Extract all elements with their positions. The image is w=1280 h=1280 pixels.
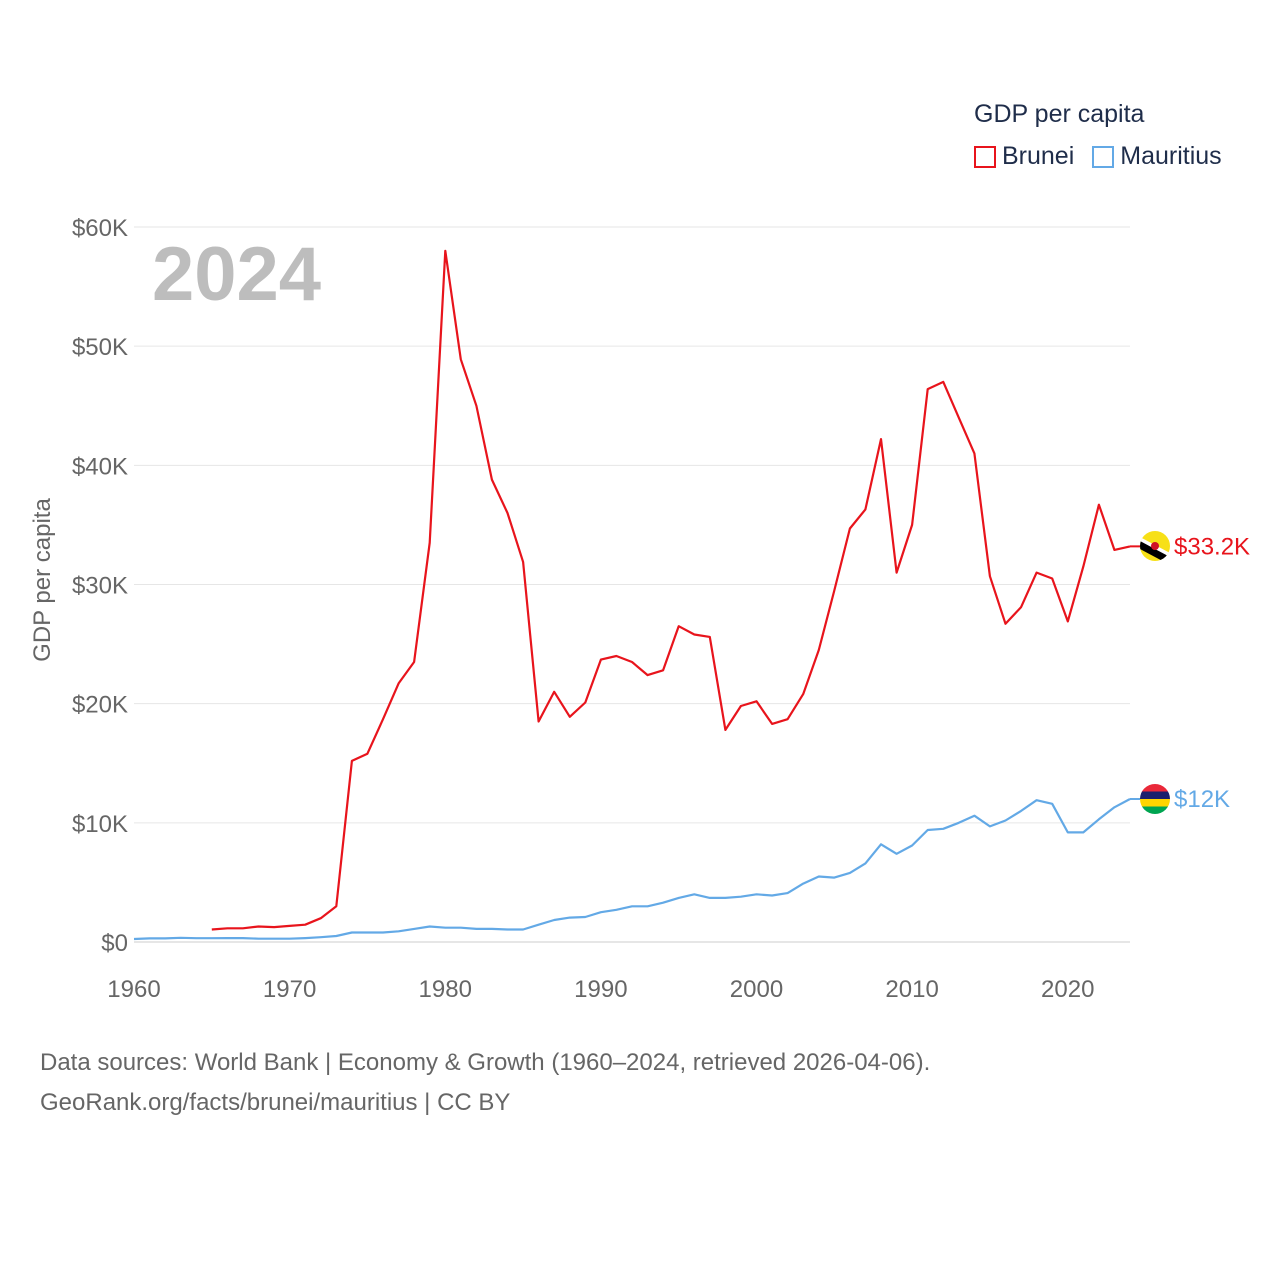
grid-lines bbox=[134, 226, 1130, 943]
end-value-label-brunei: $33.2K bbox=[1174, 533, 1250, 560]
x-tick-label: 2000 bbox=[730, 976, 783, 1003]
legend-title: GDP per capita bbox=[974, 100, 1145, 128]
source-link[interactable]: GeoRank.org/facts/brunei/mauritius | CC … bbox=[40, 1089, 511, 1116]
y-tick-label: $10K bbox=[72, 811, 128, 838]
y-tick-label: $20K bbox=[72, 692, 128, 719]
series-line-brunei bbox=[211, 249, 1131, 931]
legend: Brunei Mauritius bbox=[974, 142, 1240, 171]
x-tick-label: 1980 bbox=[419, 976, 472, 1003]
x-tick-label: 1970 bbox=[263, 976, 316, 1003]
legend-swatch-brunei bbox=[974, 145, 996, 168]
x-tick-label: 2010 bbox=[885, 976, 938, 1003]
x-tick-label: 1960 bbox=[107, 976, 160, 1003]
x-tick-label: 1990 bbox=[574, 976, 627, 1003]
data-source-note: Data sources: World Bank | Economy & Gro… bbox=[40, 1049, 931, 1076]
y-tick-label: $40K bbox=[72, 453, 128, 480]
legend-swatch-mauritius bbox=[1092, 145, 1115, 168]
y-tick-label: $60K bbox=[72, 215, 128, 242]
footer: Data sources: World Bank | Economy & Gro… bbox=[40, 1043, 930, 1123]
mauritius-flag-icon bbox=[1140, 784, 1170, 814]
series-line-mauritius bbox=[133, 798, 1131, 941]
x-tick-label: 2020 bbox=[1041, 976, 1094, 1003]
end-value-label-mauritius: $12K bbox=[1174, 786, 1230, 813]
brunei-flag-icon bbox=[1140, 531, 1170, 561]
legend-label-mauritius: Mauritius bbox=[1120, 142, 1222, 170]
legend-item-mauritius[interactable]: Mauritius bbox=[1092, 142, 1222, 171]
legend-item-brunei[interactable]: Brunei bbox=[974, 142, 1074, 171]
y-tick-label: $0 bbox=[101, 930, 128, 957]
legend-label-brunei: Brunei bbox=[1002, 142, 1075, 170]
year-watermark: 2024 bbox=[152, 232, 321, 317]
axes: $0 $10K $20K $30K $40K $50K $60K 1960 1970 1980 19… bbox=[72, 215, 1095, 1003]
y-axis-title: GDP per capita bbox=[29, 498, 56, 662]
y-tick-label: $30K bbox=[72, 573, 128, 600]
end-labels: $33.2K $12K bbox=[1174, 533, 1250, 813]
y-tick-label: $50K bbox=[72, 334, 128, 361]
series-lines bbox=[133, 249, 1141, 941]
